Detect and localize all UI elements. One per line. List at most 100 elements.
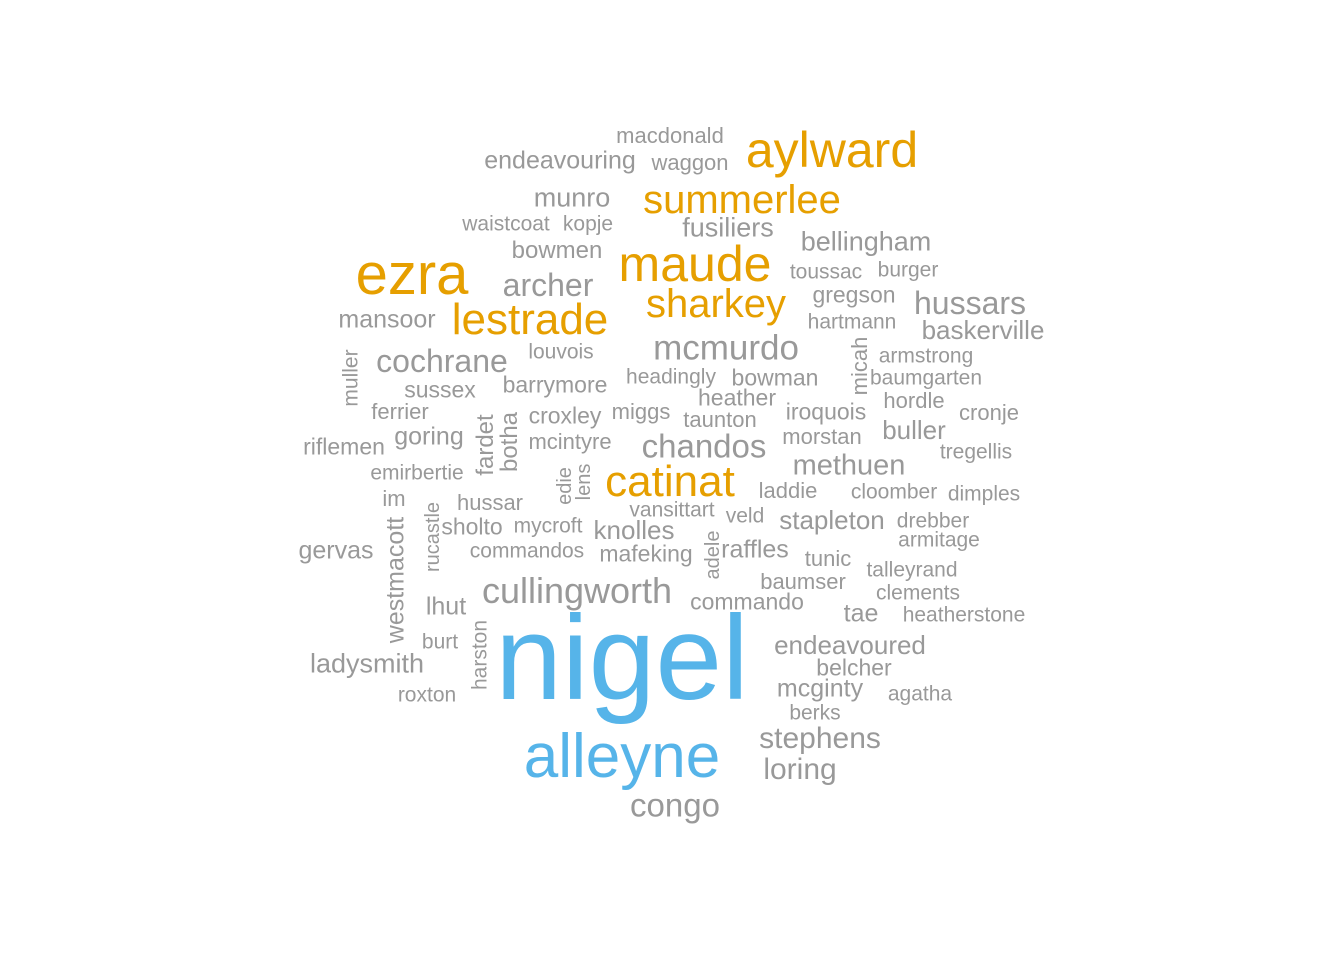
word-cochrane: cochrane	[376, 343, 508, 379]
word-munro: munro	[533, 182, 611, 213]
word-sharkey: sharkey	[645, 282, 787, 326]
word-buller: buller	[882, 415, 946, 445]
word-bellingham: bellingham	[800, 226, 932, 257]
word-clements: clements	[875, 581, 961, 605]
word-ladysmith: ladysmith	[309, 648, 425, 679]
word-adele: adele	[702, 530, 724, 580]
word-croxley: croxley	[528, 402, 602, 429]
word-loring: loring	[763, 753, 837, 786]
word-headingly: headingly	[626, 365, 716, 389]
word-cullingworth: cullingworth	[481, 570, 673, 611]
word-agatha: agatha	[887, 682, 953, 706]
word-muller: muller	[339, 349, 363, 407]
word-ezra: ezra	[355, 242, 469, 307]
word-laddie: laddie	[758, 478, 818, 503]
word-fusiliers: fusiliers	[682, 212, 774, 243]
word-im: im	[382, 486, 406, 511]
word-riflemen: riflemen	[303, 433, 385, 460]
word-drebber: drebber	[896, 509, 970, 533]
word-lens: lens	[573, 463, 595, 501]
word-botha: botha	[496, 411, 523, 473]
word-armstrong: armstrong	[878, 344, 974, 368]
word-tunic: tunic	[804, 546, 852, 571]
word-berks: berks	[789, 701, 841, 725]
word-mcginty: mcginty	[776, 674, 864, 703]
word-micah: micah	[847, 336, 872, 396]
word-fardet: fardet	[472, 414, 499, 476]
word-sholto: sholto	[441, 513, 503, 540]
word-mansoor: mansoor	[338, 305, 436, 334]
word-commando: commando	[690, 588, 804, 615]
word-kopje: kopje	[562, 212, 614, 236]
word-tregellis: tregellis	[939, 440, 1013, 464]
word-burt: burt	[421, 630, 459, 654]
word-mycroft: mycroft	[513, 514, 583, 538]
word-summerlee: summerlee	[643, 178, 841, 222]
word-westmacott: westmacott	[381, 516, 410, 644]
word-baumgarten: baumgarten	[869, 366, 983, 390]
word-commandos: commandos	[469, 539, 585, 563]
word-hordle: hordle	[883, 388, 945, 413]
word-mcintyre: mcintyre	[528, 429, 612, 454]
word-armitage: armitage	[898, 528, 980, 552]
word-catinat: catinat	[605, 457, 735, 506]
word-hussar: hussar	[456, 490, 524, 515]
word-emirbertie: emirbertie	[370, 461, 464, 485]
word-talleyrand: talleyrand	[866, 558, 958, 582]
word-miggs: miggs	[611, 399, 671, 424]
word-archer: archer	[502, 267, 594, 303]
word-dimples: dimples	[947, 482, 1021, 506]
word-taunton: taunton	[683, 407, 757, 432]
word-rucastle: rucastle	[422, 501, 444, 573]
word-louvois: louvois	[528, 340, 594, 364]
word-nigel: nigel	[495, 591, 749, 725]
word-barrymore: barrymore	[502, 371, 608, 398]
word-methuen: methuen	[792, 449, 906, 482]
word-gregson: gregson	[812, 281, 896, 308]
word-waistcoat: waistcoat	[462, 212, 550, 236]
word-mafeking: mafeking	[599, 540, 693, 567]
word-morstan: morstan	[782, 424, 862, 449]
word-iroquois: iroquois	[785, 398, 867, 425]
word-knolles: knolles	[593, 515, 675, 545]
word-hussars: hussars	[913, 285, 1027, 321]
word-cronje: cronje	[959, 400, 1019, 425]
word-aylward: aylward	[745, 122, 919, 178]
word-sussex: sussex	[404, 376, 476, 403]
word-heather: heather	[697, 384, 777, 411]
word-harston: harston	[468, 619, 492, 691]
word-baumser: baumser	[760, 569, 846, 594]
word-lhut: lhut	[425, 592, 467, 621]
word-stapleton: stapleton	[779, 505, 885, 535]
word-waggon: waggon	[651, 150, 729, 175]
word-cloomber: cloomber	[850, 480, 938, 504]
word-maude: maude	[618, 236, 772, 292]
word-chandos: chandos	[641, 427, 767, 465]
word-hartmann: hartmann	[807, 310, 897, 334]
word-burger: burger	[877, 258, 939, 282]
word-edie: edie	[554, 467, 576, 505]
word-bowmen: bowmen	[511, 237, 603, 264]
word-stephens: stephens	[759, 722, 881, 755]
word-gervas: gervas	[298, 536, 374, 565]
word-lestrade: lestrade	[451, 295, 609, 344]
word-veld: veld	[725, 504, 765, 528]
word-raffles: raffles	[721, 535, 789, 564]
word-roxton: roxton	[397, 683, 457, 707]
word-tae: tae	[843, 599, 879, 628]
word-vansittart: vansittart	[629, 498, 715, 522]
word-ferrier: ferrier	[371, 399, 429, 424]
word-congo: congo	[630, 786, 720, 824]
word-macdonald: macdonald	[616, 123, 724, 148]
word-mcmurdo: mcmurdo	[653, 328, 799, 368]
word-baskerville: baskerville	[921, 315, 1045, 345]
word-endeavouring: endeavouring	[484, 146, 636, 175]
word-bowman: bowman	[731, 364, 819, 391]
word-belcher: belcher	[816, 654, 892, 681]
word-toussac: toussac	[789, 260, 863, 284]
word-heatherstone: heatherstone	[902, 603, 1026, 627]
word-goring: goring	[394, 422, 464, 451]
word-endeavoured: endeavoured	[774, 630, 926, 660]
word-alleyne: alleyne	[523, 722, 721, 791]
